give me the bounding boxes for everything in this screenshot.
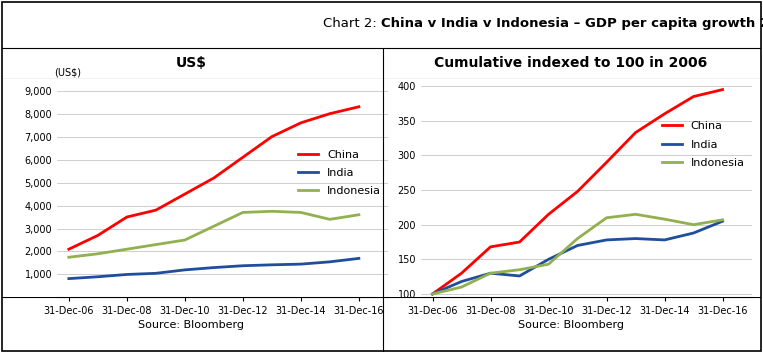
Text: Cumulative indexed to 100 in 2006: Cumulative indexed to 100 in 2006	[434, 56, 707, 70]
Text: Source: Bloomberg: Source: Bloomberg	[138, 320, 244, 330]
Legend: China, India, Indonesia: China, India, Indonesia	[294, 145, 385, 201]
Text: US$: US$	[175, 56, 207, 70]
Text: Chart 2:: Chart 2:	[323, 17, 382, 30]
Text: (US$): (US$)	[54, 67, 81, 77]
Text: China v India v Indonesia – GDP per capita growth 2006 - 2016: China v India v Indonesia – GDP per capi…	[382, 17, 763, 30]
Text: Source: Bloomberg: Source: Bloomberg	[518, 320, 624, 330]
Legend: China, India, Indonesia: China, India, Indonesia	[658, 117, 749, 172]
